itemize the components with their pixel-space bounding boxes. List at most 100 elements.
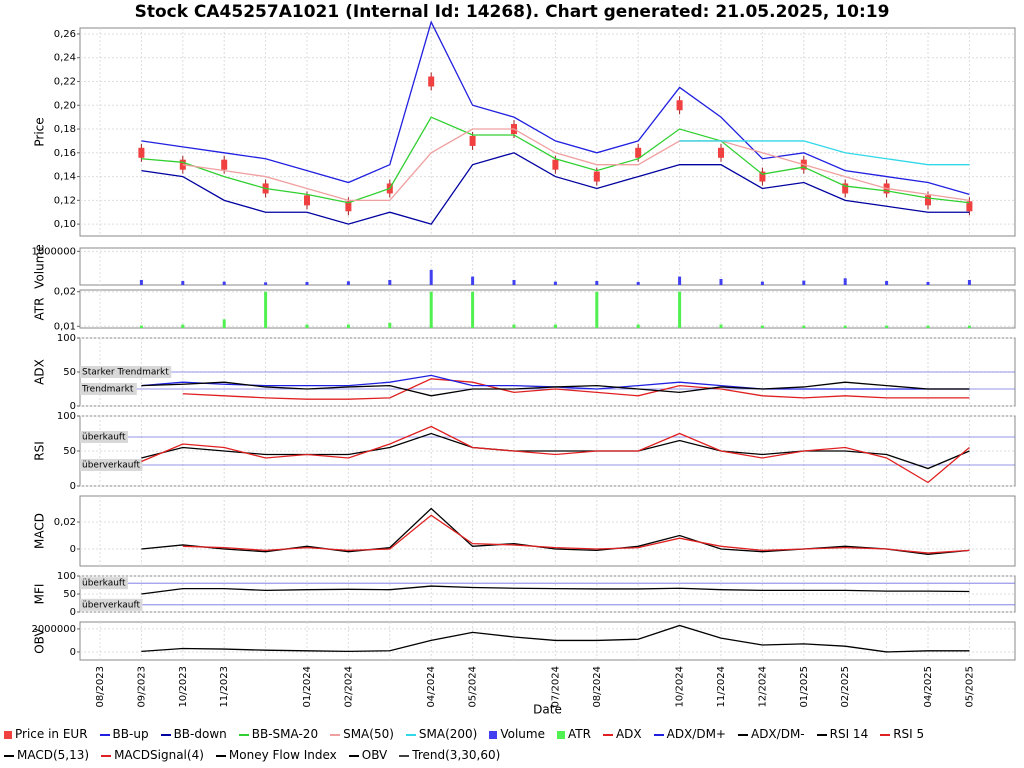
legend-swatch <box>602 733 613 736</box>
legend-item: MACD(5,13) <box>0 745 89 766</box>
legend: Price in EUR BB-up BB-down BB-SMA-20 SMA(50)… <box>0 724 1024 766</box>
bar <box>512 279 516 285</box>
threshold-label-bg <box>80 366 172 378</box>
series-line <box>182 378 970 400</box>
legend-item: SMA(50) <box>326 724 394 745</box>
bar <box>802 280 806 285</box>
bar <box>595 280 599 285</box>
legend-item: MACDSignal(4) <box>97 745 204 766</box>
candle <box>138 147 145 158</box>
candle <box>718 147 724 158</box>
legend-swatch <box>816 733 827 736</box>
x-tick-label: 08/2024 <box>592 666 603 708</box>
candle <box>925 195 931 206</box>
legend-item: ATR <box>553 724 591 745</box>
y-tick-label: 0 <box>70 544 76 555</box>
bar <box>636 324 640 328</box>
y-axis-title: ADX <box>33 359 47 385</box>
legend-item: ADX/DM- <box>734 724 805 745</box>
legend-swatch <box>405 733 416 736</box>
threshold-label: Starker Trendmarkt <box>82 368 169 378</box>
y-axis-title: OBV <box>33 627 47 653</box>
bar <box>553 324 557 328</box>
bar <box>139 325 143 328</box>
bar <box>346 324 350 328</box>
bar <box>139 279 143 285</box>
y-tick-label: 0,01 <box>54 321 76 332</box>
y-axis-title: RSI <box>33 441 47 461</box>
x-tick-label: 04/2024 <box>426 666 437 708</box>
threshold-label: überkauft <box>82 579 126 589</box>
y-tick-label: 50 <box>63 367 76 378</box>
threshold-label-bg <box>80 577 128 590</box>
y-axis-title: MACD <box>33 513 47 549</box>
candle <box>842 183 849 194</box>
legend-label: Price in EUR <box>15 727 88 741</box>
x-tick-label: 10/2024 <box>675 666 686 708</box>
x-tick-label: 05/2024 <box>468 666 479 708</box>
threshold-note: Starker Trendmarkt <box>80 366 172 378</box>
threshold-label-bg <box>80 383 137 395</box>
y-tick-label: 0,14 <box>54 172 76 183</box>
y-tick-label: 0,02 <box>54 287 76 298</box>
legend-label: Volume <box>500 727 545 741</box>
bar <box>388 279 392 285</box>
candle <box>428 76 435 87</box>
legend-label: Money Flow Index <box>228 748 337 762</box>
legend-label: SMA(50) <box>343 727 394 741</box>
series-line <box>141 425 970 484</box>
legend-label: RSI 5 <box>893 727 925 741</box>
x-tick-label: 11/2024 <box>716 666 727 708</box>
x-tick-label: 08/2023 <box>95 666 106 708</box>
legend-label: BB-up <box>112 727 149 741</box>
threshold-label: überkauft <box>82 433 126 443</box>
threshold-label: überverkauft <box>82 600 141 610</box>
y-tick-label: 100 <box>57 411 76 422</box>
legend-swatch <box>238 733 249 736</box>
bar <box>595 291 599 328</box>
chart-title: Stock CA45257A1021 (Internal Id: 14268).… <box>135 2 890 22</box>
bar <box>760 281 764 285</box>
series-line <box>141 152 970 225</box>
y-tick-label: 0,16 <box>54 148 76 159</box>
bar <box>181 324 185 328</box>
legend-item: Volume <box>485 724 545 745</box>
legend-swatch <box>4 754 14 757</box>
threshold-note: überverkauft <box>80 598 143 611</box>
x-tick-label: 12/2024 <box>757 666 768 708</box>
bar <box>885 325 889 328</box>
bar <box>967 279 971 285</box>
threshold-note: überverkauft <box>80 459 143 471</box>
candle <box>469 135 476 146</box>
legend-label: ATR <box>567 727 591 741</box>
bar <box>305 281 309 285</box>
threshold-label: überverkauft <box>82 461 141 471</box>
series-line <box>141 624 970 653</box>
threshold-label-bg <box>80 431 128 443</box>
bar <box>967 325 971 328</box>
y-axis-title: Price <box>33 117 47 146</box>
bar <box>719 324 723 328</box>
series-line <box>141 381 970 397</box>
y-tick-label: 0,10 <box>54 219 76 230</box>
threshold-note: Trendmarkt <box>80 383 137 395</box>
legend-label: ADX/DM+ <box>666 727 726 741</box>
candle <box>593 171 600 182</box>
legend-item: OBV <box>345 745 387 766</box>
legend-swatch <box>160 733 171 736</box>
series-line <box>182 514 970 554</box>
bar <box>678 291 682 328</box>
y-tick-label: 0,26 <box>54 29 76 40</box>
threshold-label-bg <box>80 459 143 471</box>
bar <box>843 278 847 285</box>
x-tick-label: 04/2025 <box>923 666 934 708</box>
y-axis-title: Volume <box>33 244 47 289</box>
y-tick-label: 0,12 <box>54 195 76 206</box>
bar <box>760 325 764 328</box>
bar <box>885 280 889 285</box>
legend-swatch <box>4 730 12 739</box>
y-tick-label: 50 <box>63 446 76 457</box>
legend-item: ADX/DM+ <box>650 724 726 745</box>
legend-swatch <box>653 733 664 736</box>
legend-swatch <box>101 754 112 757</box>
